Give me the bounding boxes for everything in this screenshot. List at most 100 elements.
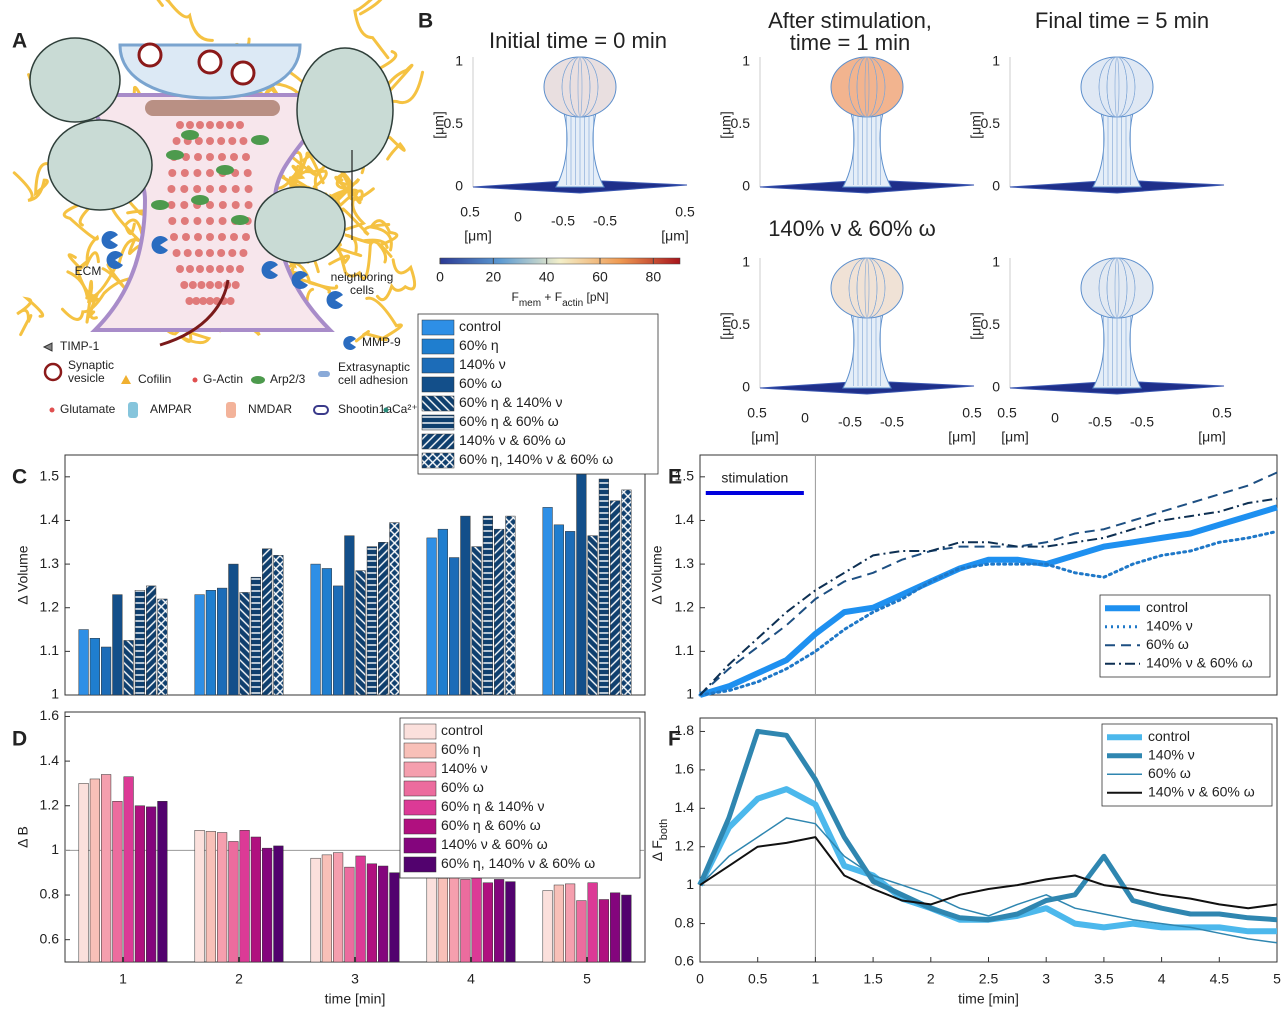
g-actin bbox=[218, 233, 226, 241]
spine-head bbox=[1081, 258, 1153, 318]
bar bbox=[483, 883, 493, 962]
g-actin bbox=[226, 265, 234, 273]
legend-label: control bbox=[1148, 728, 1190, 744]
bar bbox=[438, 878, 448, 962]
neighboring-cell bbox=[30, 38, 120, 122]
bar bbox=[554, 885, 564, 962]
x-tick-label: 5 bbox=[583, 971, 591, 987]
x-tick-label: 1 bbox=[119, 971, 127, 987]
g-actin bbox=[194, 153, 202, 161]
icon bbox=[251, 376, 265, 384]
g-actin bbox=[195, 249, 203, 257]
bar bbox=[146, 807, 156, 962]
floor-tick-label: -0.5 bbox=[1088, 414, 1112, 430]
g-actin bbox=[206, 137, 214, 145]
g-actin bbox=[206, 121, 214, 129]
y-axis-label-part: Δ F bbox=[649, 840, 665, 861]
bar bbox=[195, 595, 205, 695]
bar bbox=[90, 779, 100, 962]
bar bbox=[367, 864, 377, 962]
colorbar-tick-label: 60 bbox=[592, 269, 608, 285]
bar bbox=[483, 516, 493, 695]
bar bbox=[135, 806, 145, 962]
bar bbox=[565, 884, 575, 962]
g-actin bbox=[215, 281, 223, 289]
bar bbox=[240, 592, 250, 695]
g-actin bbox=[186, 121, 194, 129]
g-actin bbox=[167, 185, 175, 193]
y-tick-label: 1.2 bbox=[40, 796, 60, 812]
legend-label: Arp2/3 bbox=[270, 372, 306, 386]
g-actin bbox=[216, 265, 224, 273]
colorbar-tick-label: 80 bbox=[646, 269, 662, 285]
legend-label: 60% η, 140% ν & 60% ω bbox=[459, 451, 613, 467]
figure: AECMneighboringcellsTIMP-1MMP-9Synapticv… bbox=[0, 0, 1282, 1009]
bar bbox=[577, 472, 587, 695]
floor-axis-label: [μm] bbox=[661, 228, 689, 244]
bar bbox=[390, 873, 400, 962]
g-actin bbox=[227, 297, 235, 305]
icon bbox=[226, 402, 236, 418]
y-tick-label: 0.8 bbox=[40, 886, 60, 902]
y-tick-label: 1.6 bbox=[40, 707, 60, 723]
legend-label: control bbox=[1146, 599, 1188, 615]
legend-label: 60% ω bbox=[459, 375, 502, 391]
z-axis-label: [μm] bbox=[718, 312, 734, 340]
y-tick-label: 1 bbox=[51, 841, 59, 857]
y-tick-label: 1.1 bbox=[675, 642, 695, 658]
colorbar-tick-label: 20 bbox=[486, 269, 502, 285]
bar bbox=[274, 846, 284, 962]
floor-axis-label: [μm] bbox=[948, 429, 976, 445]
g-actin bbox=[168, 169, 176, 177]
g-actin bbox=[199, 297, 207, 305]
bar bbox=[135, 590, 145, 695]
legend-label: 60% η & 60% ω bbox=[459, 413, 559, 429]
synaptic-vesicle bbox=[139, 44, 161, 66]
legend-label: 140% ν & 60% ω bbox=[441, 836, 548, 852]
legend-swatch bbox=[422, 358, 454, 373]
floor-tick-label: 0.5 bbox=[1212, 405, 1232, 421]
legend-swatch bbox=[422, 396, 454, 411]
bar bbox=[543, 507, 553, 695]
y-tick-label: 1.2 bbox=[40, 598, 60, 614]
bar bbox=[311, 858, 321, 962]
y-tick-label: 0.6 bbox=[40, 930, 60, 946]
legend-swatch bbox=[404, 857, 436, 872]
bar bbox=[251, 837, 261, 962]
y-axis-label: Δ B bbox=[15, 826, 31, 848]
bar bbox=[79, 630, 89, 695]
g-actin bbox=[217, 137, 225, 145]
bar bbox=[333, 853, 343, 962]
floor-tick-label: 0 bbox=[801, 410, 809, 426]
y-tick-label: 1 bbox=[686, 876, 694, 892]
g-actin bbox=[218, 153, 226, 161]
bar bbox=[438, 529, 448, 695]
spine-head bbox=[1081, 57, 1153, 117]
bar bbox=[345, 867, 355, 962]
z-tick-label: 1 bbox=[992, 53, 1000, 69]
legend-label: 60% η, 140% ν & 60% ω bbox=[441, 855, 595, 871]
g-actin bbox=[245, 185, 253, 193]
legend-swatch bbox=[404, 800, 436, 815]
floor-tick-label: -0.5 bbox=[838, 414, 862, 430]
bar bbox=[113, 595, 123, 695]
g-actin bbox=[206, 297, 214, 305]
z-tick-label: 0 bbox=[742, 178, 750, 194]
g-actin bbox=[239, 249, 247, 257]
y-tick-label: 1.8 bbox=[675, 722, 695, 738]
bar bbox=[356, 856, 366, 962]
g-actin bbox=[184, 249, 192, 257]
bar bbox=[158, 801, 168, 962]
cells-label: cells bbox=[350, 283, 374, 297]
bar bbox=[599, 479, 609, 695]
legend-label: 60% ω bbox=[1146, 636, 1189, 652]
bar bbox=[217, 588, 227, 695]
bar bbox=[378, 866, 388, 962]
bar bbox=[461, 879, 471, 962]
bar bbox=[322, 568, 332, 695]
g-actin bbox=[180, 185, 188, 193]
legend-swatch bbox=[404, 762, 436, 777]
z-tick-label: 0 bbox=[992, 379, 1000, 395]
g-actin bbox=[244, 169, 252, 177]
legend-label: Synaptic bbox=[68, 358, 114, 372]
